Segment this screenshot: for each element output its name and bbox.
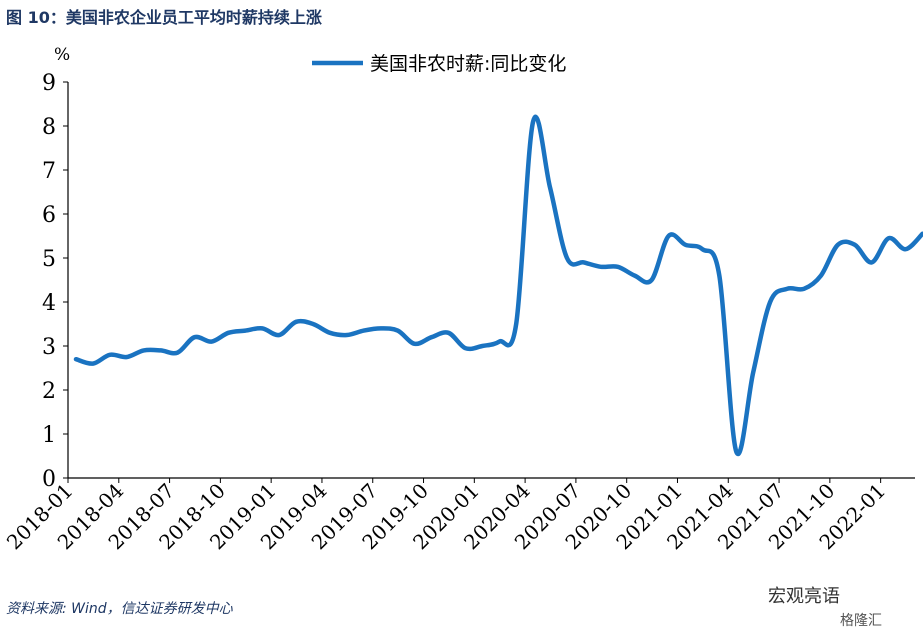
y-axis-unit-label: % bbox=[54, 45, 70, 65]
y-tick-label: 3 bbox=[42, 335, 56, 360]
watermark-account: 宏观亮语 bbox=[768, 586, 840, 607]
legend-label: 美国非农时薪:同比变化 bbox=[370, 53, 566, 75]
legend: 美国非农时薪:同比变化 bbox=[312, 53, 566, 75]
y-tick-label: 1 bbox=[42, 423, 56, 448]
y-tick-label: 7 bbox=[42, 159, 56, 184]
y-tick-label: 4 bbox=[42, 291, 56, 316]
y-tick-label: 0 bbox=[42, 467, 56, 492]
watermark-site: 格隆汇 bbox=[840, 613, 882, 629]
series-line-hourly-earnings bbox=[73, 114, 923, 457]
y-tick-label: 8 bbox=[42, 115, 56, 140]
y-tick-label: 9 bbox=[42, 71, 56, 96]
figure-title: 图 10：美国非农企业员工平均时薪持续上涨 bbox=[6, 8, 322, 27]
y-tick-label: 2 bbox=[42, 379, 56, 404]
source-note: 资料来源: Wind，信达证券研发中心 bbox=[6, 601, 233, 617]
y-tick-label: 5 bbox=[42, 247, 56, 272]
y-axis-ticks: 0 1 2 3 4 5 6 7 8 9 bbox=[42, 71, 68, 492]
y-tick-label: 6 bbox=[42, 203, 56, 228]
x-axis-ticks: 2018-012018-042018-072018-102019-012019-… bbox=[2, 478, 890, 554]
